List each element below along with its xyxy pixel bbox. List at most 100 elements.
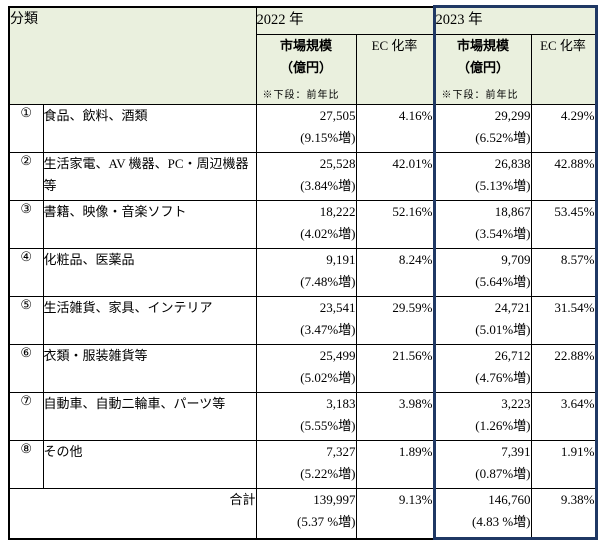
market-size-2023-yoy: (1.26%増): [475, 418, 531, 433]
market-size-2023-value: 24,721: [494, 300, 531, 315]
market-size-2022-value: 25,528: [319, 156, 356, 171]
market-size-2022-value: 3,183: [326, 396, 356, 411]
ec-rate-2023-cell: 53.45%: [530, 200, 598, 249]
market-size-2023-cell: 26,838 (5.13%増): [432, 152, 532, 201]
row-number-cell: ④: [8, 248, 44, 297]
market-size-2022-cell: 23,541 (3.47%増): [255, 296, 357, 345]
row-number-cell: ⑤: [8, 296, 44, 345]
table-row: ② 生活家電、AV 機器、PC・周辺機器等 25,528 (3.84%増) 42…: [8, 152, 598, 201]
category-cell: 衣類・服装雑貨等: [42, 344, 257, 393]
ec-rate-2023-cell: 22.88%: [530, 344, 598, 393]
market-size-2022-value: 25,499: [319, 348, 356, 363]
market-size-2022-value: 23,541: [319, 300, 356, 315]
market-size-2022-value: 27,505: [319, 108, 356, 123]
market-size-2022-cell: 9,191 (7.48%増): [255, 248, 357, 297]
market-size-2022-cell: 3,183 (5.55%増): [255, 392, 357, 441]
table-row: ① 食品、飲料、酒類 27,505 (9.15%増) 4.16% 29,299 …: [8, 104, 598, 153]
market-size-unit: （億円）: [279, 60, 332, 75]
table-row: ⑤ 生活雑貨、家具、インテリア 23,541 (3.47%増) 29.59% 2…: [8, 296, 598, 345]
category-cell: 化粧品、医薬品: [42, 248, 257, 297]
table-row: ⑥ 衣類・服装雑貨等 25,499 (5.02%増) 21.56% 26,712…: [8, 344, 598, 393]
ec-rate-2023-cell: 3.64%: [530, 392, 598, 441]
market-size-header-2023: 市場規模 （億円） ※下段：前年比: [432, 34, 532, 105]
ec-rate-2022-cell: 29.59%: [355, 296, 435, 345]
table-row: ⑧ その他 7,327 (5.22%増) 1.89% 7,391 (0.87%増…: [8, 440, 598, 489]
market-size-2022-cell: 25,499 (5.02%増): [255, 344, 357, 393]
market-size-2023-yoy: (4.76%増): [475, 370, 531, 385]
ec-rate-2023-cell: 42.88%: [530, 152, 598, 201]
market-size-2023-cell: 26,712 (4.76%増): [432, 344, 532, 393]
market-size-2023-yoy: (3.54%増): [475, 226, 531, 241]
market-size-note: ※下段：前年比: [441, 90, 519, 101]
market-size-2023-value: 29,299: [494, 108, 531, 123]
market-size-2023-value: 9,709: [501, 252, 531, 267]
ec-rate-2023-cell: 8.57%: [530, 248, 598, 297]
ec-rate-2022-cell: 21.56%: [355, 344, 435, 393]
ec-rate-2022-cell: 4.16%: [355, 104, 435, 153]
market-size-2023-yoy: (5.01%増): [475, 322, 531, 337]
market-size-2022-yoy: (9.15%増): [300, 130, 356, 145]
ec-rate-2023-cell: 31.54%: [530, 296, 598, 345]
market-size-2022-yoy: (5.55%増): [300, 418, 356, 433]
row-number-cell: ⑧: [8, 440, 44, 489]
market-size-label: 市場規模: [456, 38, 509, 53]
market-size-2023-cell: 3,223 (1.26%増): [432, 392, 532, 441]
total-market-size-2022-value: 139,997: [313, 492, 356, 507]
market-size-2022-cell: 7,327 (5.22%増): [255, 440, 357, 489]
market-size-2023-cell: 7,391 (0.87%増): [432, 440, 532, 489]
market-size-2022-value: 9,191: [326, 252, 356, 267]
subheader-row: 市場規模 （億円） ※下段：前年比 EC 化率 市場規模 （億円） ※下段：前年…: [9, 34, 598, 105]
row-number-cell: ①: [8, 104, 44, 153]
category-cell: 生活雑貨、家具、インテリア: [42, 296, 257, 345]
market-size-2023-yoy: (6.52%増): [475, 130, 531, 145]
market-size-unit: （億円）: [456, 60, 509, 75]
market-size-2023-value: 26,838: [494, 156, 531, 171]
market-size-2022-yoy: (4.02%増): [300, 226, 356, 241]
market-size-2022-yoy: (5.22%増): [300, 466, 356, 481]
market-size-2022-cell: 25,528 (3.84%増): [255, 152, 357, 201]
category-cell: 自動車、自動二輪車、パーツ等: [42, 392, 257, 441]
ec-market-table: 分類 2022 年 2023 年 市場規模 （億円） ※下段：前年比 EC 化率…: [8, 5, 598, 540]
total-market-size-2023-yoy: (4.83 %増): [472, 514, 531, 529]
market-size-2023-yoy: (5.64%増): [475, 274, 531, 289]
ec-rate-2023-cell: 1.91%: [530, 440, 598, 489]
market-size-header-2022: 市場規模 （億円） ※下段：前年比: [255, 34, 357, 105]
market-size-2023-value: 26,712: [494, 348, 531, 363]
total-label-cell: 合計: [8, 488, 257, 539]
market-size-2023-cell: 29,299 (6.52%増): [432, 104, 532, 153]
market-size-2023-value: 3,223: [501, 396, 531, 411]
market-size-2022-value: 7,327: [326, 444, 356, 459]
market-size-2022-yoy: (3.47%増): [300, 322, 356, 337]
market-size-2022-yoy: (5.02%増): [300, 370, 356, 385]
year-2023-header: 2023 年: [432, 5, 598, 35]
market-size-2023-yoy: (0.87%増): [475, 466, 531, 481]
total-market-size-2023-value: 146,760: [488, 492, 531, 507]
row-number-cell: ⑥: [8, 344, 44, 393]
ec-rate-2022-cell: 8.24%: [355, 248, 435, 297]
market-size-2023-cell: 18,867 (3.54%増): [432, 200, 532, 249]
total-ec-rate-2022-cell: 9.13%: [355, 488, 435, 539]
market-size-2023-cell: 9,709 (5.64%増): [432, 248, 532, 297]
row-number-cell: ②: [8, 152, 44, 201]
row-number-cell: ⑦: [8, 392, 44, 441]
row-number-cell: ③: [8, 200, 44, 249]
market-size-label: 市場規模: [279, 38, 332, 53]
ec-rate-2022-cell: 3.98%: [355, 392, 435, 441]
ec-rate-2023-cell: 4.29%: [530, 104, 598, 153]
total-market-size-2022-cell: 139,997 (5.37 %増): [255, 488, 357, 539]
ec-rate-header-2022: EC 化率: [355, 34, 435, 105]
category-cell: 食品、飲料、酒類: [42, 104, 257, 153]
market-size-2022-cell: 18,222 (4.02%増): [255, 200, 357, 249]
total-market-size-2023-cell: 146,760 (4.83 %増): [432, 488, 532, 540]
total-ec-rate-2023-cell: 9.38%: [530, 488, 598, 540]
market-size-2023-cell: 24,721 (5.01%増): [432, 296, 532, 345]
market-size-2023-value: 18,867: [494, 204, 531, 219]
market-size-2022-cell: 27,505 (9.15%増): [255, 104, 357, 153]
category-cell: 書籍、映像・音楽ソフト: [42, 200, 257, 249]
total-row: 合計 139,997 (5.37 %増) 9.13% 146,760 (4.83…: [8, 488, 598, 540]
table-row: ④ 化粧品、医薬品 9,191 (7.48%増) 8.24% 9,709 (5.…: [8, 248, 598, 297]
market-size-2023-value: 7,391: [501, 444, 531, 459]
ec-rate-2022-cell: 1.89%: [355, 440, 435, 489]
market-size-note: ※下段：前年比: [262, 90, 340, 101]
category-cell: 生活家電、AV 機器、PC・周辺機器等: [42, 152, 257, 201]
